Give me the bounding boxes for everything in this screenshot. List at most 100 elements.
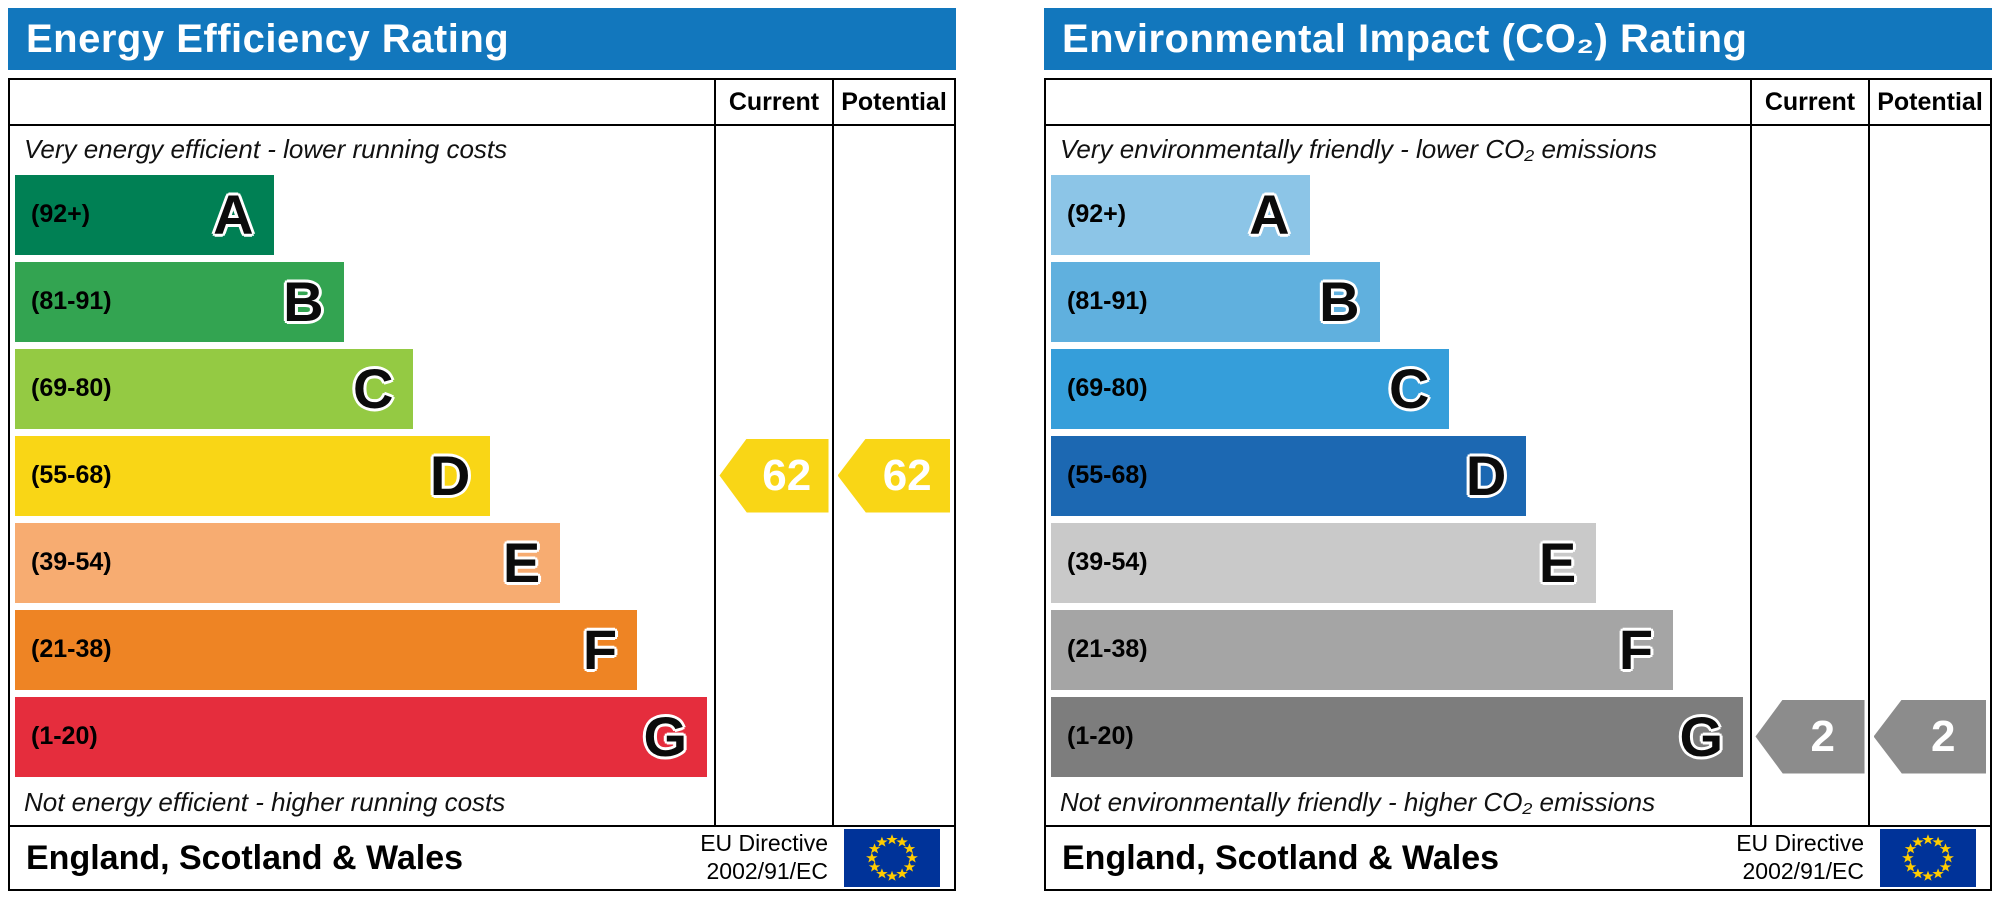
current-top-spacer [716,126,832,172]
band-range-label: (55-68) [31,461,112,489]
potential-rating-arrow: 2 [1873,699,1987,774]
rating-band-row: (92+) A [10,174,714,255]
potential-band-slot [834,349,954,429]
current-rating-arrow: 2 [1755,699,1865,774]
potential-column-header: Potential [1868,80,1990,124]
current-band-slots: 2 [1752,172,1868,779]
potential-band-slots: 2 [1870,172,1990,779]
rating-band-row: (21-38) F [1046,609,1750,690]
eu-flag-icon [844,829,940,887]
rating-band-a: (92+) A [15,174,274,255]
current-band-slot [716,697,832,777]
band-letter: C [352,356,394,420]
potential-band-slot [1870,349,1990,429]
rating-table: Current Potential Very environmentally f… [1044,78,1992,891]
current-band-slot [1752,436,1868,516]
potential-band-slot [1870,262,1990,342]
energy-efficiency-rating-chart: Energy Efficiency Rating Current Potenti… [8,8,956,891]
band-column: Very energy efficient - lower running co… [10,126,714,825]
table-header-row: Current Potential [10,80,954,126]
rating-band-e: (39-54) E [15,522,561,603]
band-range-label: (21-38) [31,635,112,663]
potential-band-slot [834,262,954,342]
table-header-row: Current Potential [1046,80,1990,126]
rating-band-f: (21-38) F [1051,609,1674,690]
potential-rating-value: 2 [1930,711,1956,761]
current-band-slot: 62 [716,436,832,516]
potential-top-spacer [1870,126,1990,172]
rating-band-d: (55-68) D [1051,435,1527,516]
potential-band-slots: 62 [834,172,954,779]
current-band-slot [716,175,832,255]
band-letter: C [1388,356,1430,420]
table-body: Very energy efficient - lower running co… [10,126,954,825]
band-letter: A [1249,182,1290,246]
current-band-slot [1752,349,1868,429]
table-body: Very environmentally friendly - lower CO… [1046,126,1990,825]
current-band-slot [1752,262,1868,342]
rating-band-row: (69-80) C [1046,348,1750,429]
potential-band-slot [834,175,954,255]
eu-directive-line1: EU Directive [1736,830,1864,857]
band-letter: F [582,617,618,681]
current-rating-value: 2 [1810,711,1835,761]
potential-band-slot [1870,523,1990,603]
band-letter: E [1538,530,1577,594]
band-range-label: (81-91) [1067,287,1148,315]
current-band-slot [1752,175,1868,255]
band-letter: B [1319,269,1360,333]
chart-title-bar: Environmental Impact (CO₂) Rating [1044,8,1992,70]
region-label: England, Scotland & Wales [1062,838,1500,877]
eu-directive-line2: 2002/91/EC [1742,858,1864,884]
rating-band-c: (69-80) C [1051,348,1450,429]
rating-band-g: (1-20) G [15,696,707,777]
rating-band-d: (55-68) D [15,435,491,516]
top-caption: Very environmentally friendly - lower CO… [1060,133,1658,164]
table-footer: England, Scotland & Wales EU Directive 2… [1046,825,1990,889]
current-band-slot [716,610,832,690]
chart-title-bar: Energy Efficiency Rating [8,8,956,70]
rating-band-c: (69-80) C [15,348,414,429]
current-column-header: Current [714,80,832,124]
band-range-label: (1-20) [31,722,98,750]
region-label: England, Scotland & Wales [26,838,464,877]
eu-directive-label: EU Directive 2002/91/EC [1736,830,1864,885]
eu-directive-line2: 2002/91/EC [706,858,828,884]
rating-band-b: (81-91) B [1051,261,1380,342]
current-band-slot [716,349,832,429]
band-letter: E [502,530,541,594]
rating-band-row: (55-68) D [10,435,714,516]
rating-band-row: (81-91) B [1046,261,1750,342]
potential-band-slot: 62 [834,436,954,516]
band-letter: D [429,443,471,507]
rating-band-e: (39-54) E [1051,522,1597,603]
band-range-label: (39-54) [1067,548,1148,576]
band-range-label: (55-68) [1067,461,1148,489]
rating-band-row: (92+) A [1046,174,1750,255]
rating-band-b: (81-91) B [15,261,344,342]
eu-directive-line1: EU Directive [700,830,828,857]
current-band-slot [1752,610,1868,690]
potential-band-slot [1870,610,1990,690]
chart-title: Environmental Impact (CO₂) Rating [1062,16,1748,61]
potential-column: 2 [1868,126,1990,825]
bottom-caption: Not environmentally friendly - higher CO… [1060,786,1656,817]
current-bottom-spacer [716,779,832,825]
bottom-caption: Not energy efficient - higher running co… [24,786,506,817]
current-top-spacer [1752,126,1868,172]
potential-bottom-spacer [834,779,954,825]
current-band-slot [716,523,832,603]
rating-band-row: (81-91) B [10,261,714,342]
potential-band-slot: 2 [1870,697,1990,777]
rating-band-row: (39-54) E [10,522,714,603]
rating-table: Current Potential Very energy efficient … [8,78,956,891]
eu-directive-label: EU Directive 2002/91/EC [700,830,828,885]
chart-title: Energy Efficiency Rating [26,16,510,61]
current-rating-arrow: 62 [719,438,829,513]
current-bottom-spacer [1752,779,1868,825]
band-letter: D [1465,443,1507,507]
band-range-label: (92+) [1067,200,1127,228]
band-letter: G [643,704,687,768]
rating-bands: (92+) A (81-91) B (69-80) C (55-68) D (39-54) E (2… [1046,172,1750,779]
